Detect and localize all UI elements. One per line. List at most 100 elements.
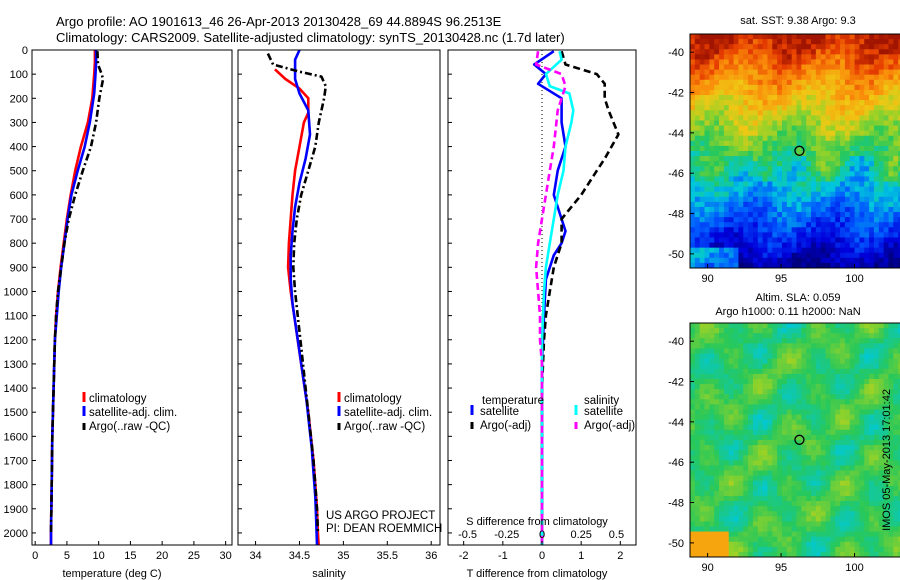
sla-map-cell	[898, 363, 900, 370]
sst-map-cell	[786, 59, 793, 65]
sst-map-cell	[704, 34, 710, 40]
sst-map-cell	[738, 227, 744, 233]
sla-map-cell	[854, 409, 860, 415]
sla-map-cell	[825, 409, 831, 415]
sla-map-cell	[743, 495, 749, 502]
sst-map-cell	[830, 181, 836, 188]
sla-map-cell	[801, 348, 807, 354]
sla-map-cell	[898, 475, 900, 482]
sst-map-cell	[767, 74, 773, 81]
sst-map-cell	[893, 64, 899, 71]
sla-map-cell	[786, 511, 793, 517]
sla-map-cell	[854, 526, 860, 532]
sla-map-cell	[801, 485, 807, 492]
sla-map-cell	[854, 424, 860, 431]
sst-map-cell	[767, 186, 773, 193]
sst-map-cell	[714, 206, 720, 213]
sst-map-cell	[859, 120, 865, 126]
sst-map-cell	[849, 89, 855, 96]
sst-map-cell	[844, 227, 851, 233]
sla-map-cell	[723, 511, 730, 517]
sla-map-cell	[757, 480, 764, 487]
difference-profile-line-salinity-argo-adj-	[534, 51, 567, 545]
sst-map-cell	[709, 140, 715, 147]
sla-map-cell	[699, 358, 705, 365]
sla-map-cell	[864, 470, 870, 477]
sla-map-cell	[786, 353, 793, 360]
sla-map-cell	[709, 353, 715, 360]
sst-map-cell	[825, 257, 831, 264]
sla-map-cell	[748, 399, 754, 405]
sst-map-cell	[694, 201, 701, 208]
sst-map-cell	[709, 262, 715, 269]
sla-map-cell	[811, 358, 817, 365]
sst-map-cell	[844, 54, 851, 60]
sst-map-cell	[762, 79, 768, 86]
sla-map-cell	[781, 506, 788, 512]
sla-map-cell	[767, 470, 773, 477]
sst-map-cell	[898, 79, 900, 86]
sst-map-cell	[820, 257, 826, 264]
sst-map-cell	[854, 100, 860, 106]
sst-map-cell	[811, 252, 817, 259]
sst-map-cell	[723, 145, 730, 152]
sla-map-ytick-label: -48	[668, 498, 684, 510]
sla-map-cell	[796, 551, 802, 558]
sst-map-cell	[786, 125, 793, 132]
sst-map-cell	[762, 171, 768, 177]
sla-map-cell	[694, 460, 701, 466]
sst-map-cell	[781, 145, 788, 152]
sla-map-cell	[786, 480, 793, 487]
sla-map-cell	[864, 501, 870, 507]
sla-map-cell	[733, 450, 739, 456]
sla-map-cell	[883, 455, 889, 461]
sst-map-cell	[743, 34, 749, 40]
sst-map-cell	[844, 105, 851, 111]
sla-map-cell	[723, 373, 730, 380]
temperature-xtick-label: 10	[93, 550, 105, 562]
sla-map-cell	[898, 378, 900, 385]
sla-map-cell	[767, 419, 773, 426]
sla-map-cell	[733, 399, 739, 405]
sst-map-cell	[791, 242, 797, 249]
sst-map-cell	[733, 237, 739, 243]
sla-map-cell	[704, 450, 710, 456]
sla-map-cell	[835, 511, 841, 517]
sla-map-cell	[796, 511, 802, 517]
sst-map-cell	[699, 84, 705, 91]
sla-map-cell	[859, 323, 865, 329]
sla-map-cell	[791, 470, 797, 477]
sst-map-cell	[772, 69, 778, 76]
sst-map-cell	[869, 79, 875, 86]
sst-map-cell	[883, 156, 889, 162]
sst-map-cell	[825, 115, 831, 121]
sla-map-cell	[849, 323, 855, 329]
sst-map-cell	[714, 252, 720, 259]
sst-map-cell	[694, 222, 701, 228]
sla-map-cell	[786, 475, 793, 482]
sla-map-cell	[757, 551, 764, 558]
sst-map-cell	[796, 176, 802, 182]
sst-map-cell	[728, 181, 734, 188]
sst-map-cell	[898, 161, 900, 167]
sst-map-cell	[767, 110, 773, 116]
sla-map-cell	[883, 389, 889, 395]
sst-map-cell	[859, 201, 865, 208]
sst-map-cell	[806, 237, 812, 243]
temperature-xtick-label: 5	[64, 550, 70, 562]
sst-map-cell	[840, 49, 846, 55]
sst-map-cell	[781, 217, 788, 223]
sla-map-cell	[781, 455, 788, 461]
sla-map-cell	[796, 485, 802, 492]
sst-map-cell	[811, 186, 817, 193]
sla-map-cell	[709, 404, 715, 410]
sla-map-cell	[811, 353, 817, 360]
sst-map-cell	[859, 135, 865, 142]
sla-map-cell	[786, 455, 793, 461]
sla-map-cell	[699, 333, 705, 339]
sla-map-cell	[864, 465, 870, 471]
sst-map-cell	[728, 161, 734, 167]
sst-map-cell	[796, 54, 802, 60]
sla-map-cell	[767, 389, 773, 395]
sla-map-cell	[709, 348, 715, 354]
